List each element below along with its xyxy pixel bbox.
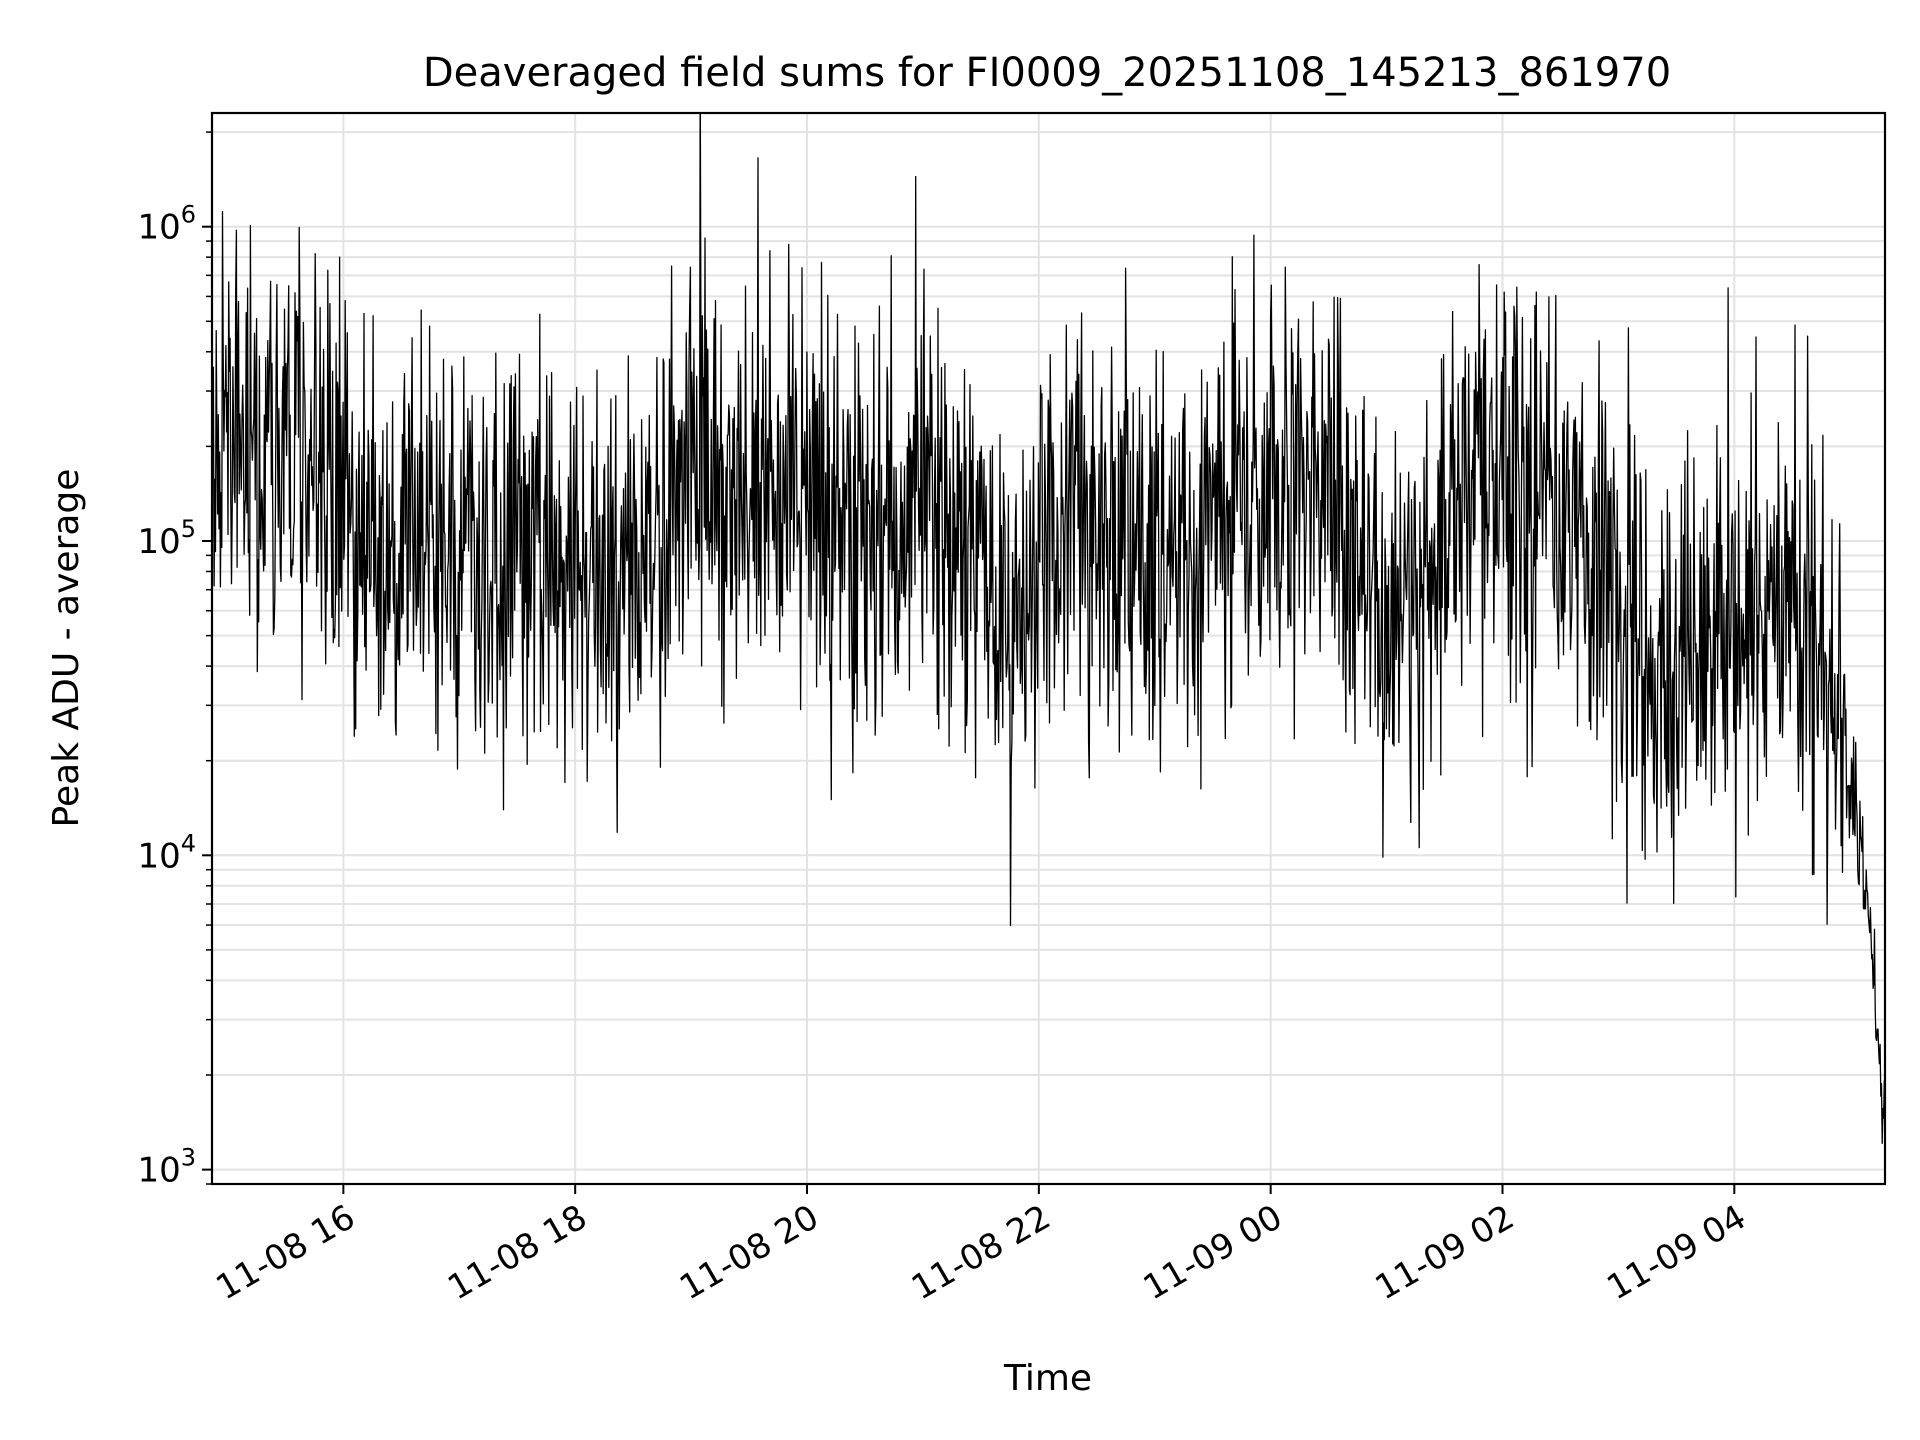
- y-axis-label: Peak ADU - average: [46, 469, 87, 828]
- series-line: [212, 113, 1885, 1145]
- y-tick-label: 104: [137, 829, 196, 876]
- x-axis-label: Time: [1003, 1358, 1092, 1399]
- y-tick-label: 105: [137, 515, 196, 562]
- plot-frame: [210, 111, 1887, 1186]
- chart-title: Deaveraged field sums for FI0009_2025110…: [423, 50, 1671, 96]
- y-tick-label: 103: [137, 1144, 196, 1191]
- series-layer: [212, 113, 1885, 1145]
- y-tick-label: 106: [137, 201, 196, 248]
